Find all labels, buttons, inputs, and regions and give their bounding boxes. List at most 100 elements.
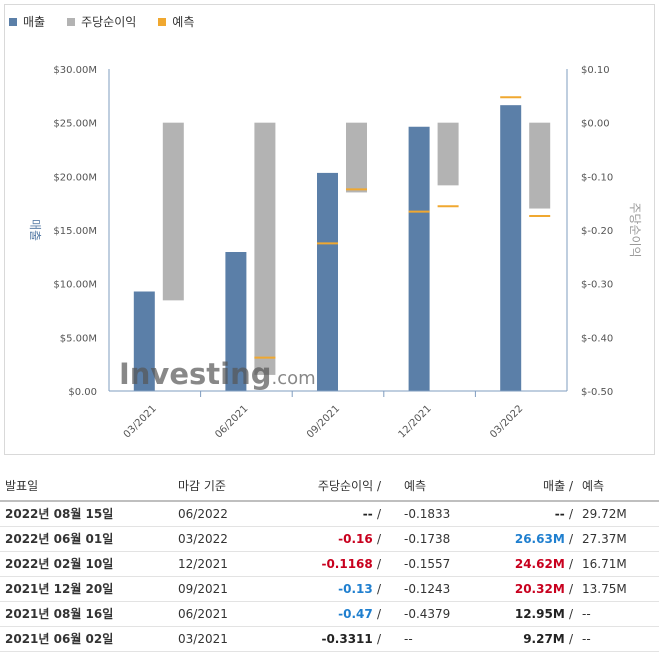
- table-row: 2021년 08월 16일 06/2021 -0.47 / -0.4379 12.95M…: [0, 602, 659, 627]
- header-eps-label: 주당순이익: [317, 479, 374, 493]
- cell-date: 2021년 12월 20일: [5, 582, 114, 596]
- legend-label-forecast: 예측: [172, 15, 195, 29]
- table-row: 2022년 08월 15일 06/2022 -- / -0.1833 -- / 29.72…: [0, 502, 659, 527]
- slash: /: [568, 607, 573, 621]
- cell-revenue: 9.27M /: [523, 627, 573, 651]
- cell-period: 03/2022: [178, 532, 228, 546]
- table-header: 발표일 마감 기준 주당순이익 / 예측 매출 / 예측: [0, 472, 659, 502]
- cell-revenue-value: 20.32M: [514, 582, 565, 596]
- legend-item-eps[interactable]: 주당순이익: [67, 13, 136, 30]
- cell-eps: -0.3311 /: [321, 627, 381, 651]
- cell-eps-forecast: -0.1833: [404, 507, 451, 521]
- legend-swatch-forecast: [158, 17, 167, 26]
- left-axis-title: 매출: [28, 219, 42, 241]
- eps-bar: [254, 122, 276, 375]
- cell-revenue-value: 12.95M: [514, 607, 565, 621]
- cell-revenue-forecast: --: [582, 607, 591, 621]
- cell-revenue-forecast: 27.37M: [582, 532, 627, 546]
- cell-revenue-value: 26.63M: [514, 532, 565, 546]
- cell-date: 2022년 08월 15일: [5, 507, 114, 521]
- revenue-bar: [225, 252, 247, 391]
- x-tick-label: 06/2021: [213, 403, 250, 440]
- right-tick-label: $-0.30: [581, 280, 613, 291]
- header-eps[interactable]: 주당순이익 /: [318, 472, 381, 500]
- slash: /: [376, 479, 381, 493]
- cell-revenue-value: 9.27M: [523, 632, 565, 646]
- slash: /: [568, 479, 573, 493]
- legend-item-revenue[interactable]: 매출: [9, 13, 45, 30]
- cell-date: 2021년 08월 16일: [5, 607, 114, 621]
- cell-period: 03/2021: [178, 632, 228, 646]
- eps-bar: [437, 122, 459, 186]
- left-tick-label: $0.00: [68, 387, 97, 398]
- slash: /: [568, 557, 573, 571]
- cell-date: 2022년 06월 01일: [5, 532, 114, 546]
- cell-eps-value: -0.16: [338, 532, 373, 546]
- table-row: 2022년 02월 10일 12/2021 -0.1168 / -0.1557 24.6…: [0, 552, 659, 577]
- legend-swatch-revenue: [9, 17, 17, 26]
- legend-swatch-eps: [67, 17, 76, 26]
- right-tick-label: $-0.40: [581, 333, 613, 344]
- header-revenue[interactable]: 매출 /: [543, 472, 573, 500]
- left-tick-label: $20.00M: [53, 172, 97, 183]
- chart-legend: 매출 주당순이익 예측: [9, 13, 216, 30]
- left-tick-label: $25.00M: [53, 119, 97, 130]
- header-eps-forecast[interactable]: 예측: [404, 479, 427, 493]
- cell-date: 2021년 06월 02일: [5, 632, 114, 646]
- revenue-bar: [133, 291, 155, 391]
- right-tick-label: $-0.20: [581, 226, 613, 237]
- table-row: 2022년 06월 01일 03/2022 -0.16 / -0.1738 26.63M…: [0, 527, 659, 552]
- legend-item-forecast[interactable]: 예측: [158, 13, 194, 30]
- legend-label-eps: 주당순이익: [81, 15, 137, 29]
- right-tick-label: $-0.10: [581, 172, 613, 183]
- slash: /: [376, 632, 381, 646]
- slash: /: [568, 507, 573, 521]
- cell-eps-forecast: -0.4379: [404, 607, 451, 621]
- cell-eps-value: -0.3311: [321, 632, 373, 646]
- x-tick-label: 03/2021: [122, 403, 159, 440]
- header-date[interactable]: 발표일: [5, 479, 39, 493]
- watermark-text-suffix: .com: [271, 368, 315, 389]
- table-body: 2022년 08월 15일 06/2022 -- / -0.1833 -- / 29.72…: [0, 502, 659, 652]
- watermark-text: Investing.com: [119, 357, 316, 391]
- x-tick-label: 09/2021: [305, 403, 342, 440]
- chart-plot: $0.00 $5.00M $10.00M $15.00M $20.00M $25.00M $…: [28, 65, 642, 440]
- earnings-chart-panel: 매출 주당순이익 예측 $0.00 $5.00M $10.00M $15.00M $20…: [4, 4, 655, 455]
- slash: /: [376, 557, 381, 571]
- cell-date: 2022년 02월 10일: [5, 557, 114, 571]
- cell-revenue-forecast: 29.72M: [582, 507, 627, 521]
- cell-period: 06/2022: [178, 507, 228, 521]
- table-row: 2021년 06월 02일 03/2021 -0.3311 / -- 9.27M / --: [0, 627, 659, 652]
- forecast-markers: [254, 96, 551, 359]
- cell-eps: -0.1168 /: [321, 552, 381, 576]
- header-revenue-forecast[interactable]: 예측: [582, 479, 605, 493]
- right-tick-label: $0.10: [581, 65, 610, 76]
- cell-eps-forecast: -0.1557: [404, 557, 451, 571]
- cell-period: 06/2021: [178, 607, 228, 621]
- header-revenue-label: 매출: [543, 479, 566, 493]
- cell-eps-value: -0.47: [338, 607, 373, 621]
- x-tick-label: 12/2021: [397, 403, 434, 440]
- revenue-bar: [500, 105, 522, 392]
- header-period[interactable]: 마감 기준: [178, 479, 226, 493]
- eps-bar: [529, 122, 551, 209]
- cell-eps: -0.16 /: [338, 527, 381, 551]
- cell-eps-value: --: [362, 507, 373, 521]
- cell-revenue: 26.63M /: [515, 527, 573, 551]
- cell-period: 09/2021: [178, 582, 228, 596]
- cell-eps: -- /: [363, 502, 381, 526]
- bar-series: [133, 105, 551, 392]
- slash: /: [376, 607, 381, 621]
- slash: /: [568, 632, 573, 646]
- cell-revenue: 12.95M /: [515, 602, 573, 626]
- right-tick-label: $-0.50: [581, 387, 613, 398]
- x-tick-label: 03/2022: [488, 403, 525, 440]
- slash: /: [376, 532, 381, 546]
- cell-revenue-value: --: [554, 507, 565, 521]
- cell-eps-value: -0.1168: [321, 557, 373, 571]
- eps-bar: [346, 122, 367, 193]
- cell-revenue-forecast: --: [582, 632, 591, 646]
- cell-revenue: -- /: [555, 502, 573, 526]
- left-tick-label: $10.00M: [53, 280, 97, 291]
- cell-revenue-value: 24.62M: [514, 557, 565, 571]
